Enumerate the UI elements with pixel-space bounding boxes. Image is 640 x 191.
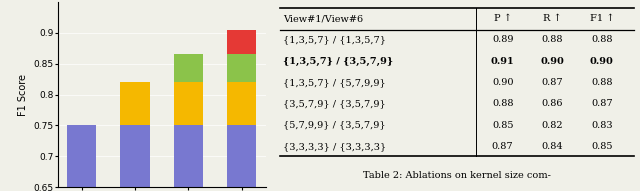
Text: 0.88: 0.88: [492, 99, 513, 108]
Text: {1,3,5,7} / {3,5,7,9}: {1,3,5,7} / {3,5,7,9}: [284, 57, 394, 66]
Text: {3,5,7,9} / {3,5,7,9}: {3,5,7,9} / {3,5,7,9}: [284, 99, 386, 108]
Bar: [173, 125, 203, 187]
Bar: [67, 125, 97, 187]
Text: {1,3,5,7} / {1,3,5,7}: {1,3,5,7} / {1,3,5,7}: [284, 35, 387, 44]
Text: {5,7,9,9} / {3,5,7,9}: {5,7,9,9} / {3,5,7,9}: [284, 121, 386, 130]
Y-axis label: F1 Score: F1 Score: [18, 74, 28, 116]
Text: 0.91: 0.91: [491, 57, 515, 66]
Text: Table 2: Ablations on kernel size com-: Table 2: Ablations on kernel size com-: [363, 171, 550, 180]
Text: 0.84: 0.84: [541, 142, 563, 151]
Text: 0.88: 0.88: [591, 35, 612, 44]
Bar: [227, 54, 256, 82]
Bar: [120, 82, 150, 125]
Bar: [173, 54, 203, 82]
Bar: [120, 125, 150, 187]
Text: 0.83: 0.83: [591, 121, 612, 130]
Text: 0.87: 0.87: [591, 99, 612, 108]
Text: 0.90: 0.90: [590, 57, 614, 66]
Text: 0.90: 0.90: [492, 78, 513, 87]
Text: 0.85: 0.85: [492, 121, 513, 130]
Text: 0.90: 0.90: [540, 57, 564, 66]
Text: R ↑: R ↑: [543, 14, 561, 23]
Text: 0.85: 0.85: [591, 142, 612, 151]
Text: 0.86: 0.86: [541, 99, 563, 108]
Bar: [227, 125, 256, 187]
Text: View#1/View#6: View#1/View#6: [284, 14, 364, 23]
Text: 0.87: 0.87: [492, 142, 513, 151]
Text: 0.82: 0.82: [541, 121, 563, 130]
Text: P ↑: P ↑: [493, 14, 511, 23]
Text: 0.89: 0.89: [492, 35, 513, 44]
Text: 0.88: 0.88: [591, 78, 612, 87]
Text: 0.88: 0.88: [541, 35, 563, 44]
Text: {1,3,5,7} / {5,7,9,9}: {1,3,5,7} / {5,7,9,9}: [284, 78, 386, 87]
Text: 0.87: 0.87: [541, 78, 563, 87]
Text: {3,3,3,3} / {3,3,3,3}: {3,3,3,3} / {3,3,3,3}: [284, 142, 387, 151]
Text: F1 ↑: F1 ↑: [589, 14, 614, 23]
Bar: [227, 30, 256, 54]
Bar: [173, 82, 203, 125]
Bar: [227, 82, 256, 125]
